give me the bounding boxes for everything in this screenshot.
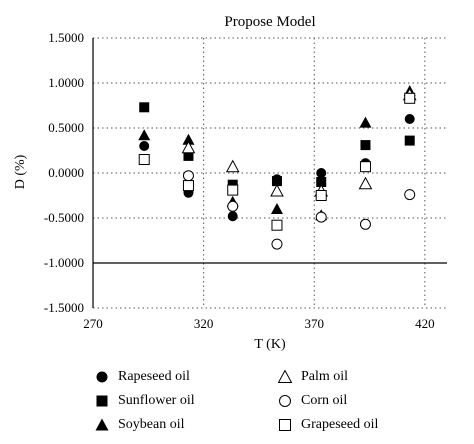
x-tick-label: 420 bbox=[415, 316, 435, 331]
legend-symbol bbox=[95, 418, 109, 431]
x-tick-label: 320 bbox=[194, 316, 214, 331]
palm-oil-point bbox=[181, 140, 196, 154]
legend-item-rapeseed-oil: Rapeseed oil bbox=[95, 366, 190, 388]
legend-label: Soybean oil bbox=[118, 417, 185, 432]
y-tick-label: -1.5000 bbox=[44, 300, 84, 315]
legend-symbol bbox=[279, 419, 291, 431]
y-tick-label: -0.5000 bbox=[44, 210, 84, 225]
legend-label: Grapeseed oil bbox=[301, 417, 379, 432]
soybean-oil-point bbox=[359, 116, 372, 128]
data-points bbox=[138, 85, 417, 250]
scatter-chart: Propose Model 270 320 370 420 1.5000 1.0000 0.… bbox=[13, 14, 447, 352]
legend-marker-grapeseed-oil bbox=[279, 419, 291, 431]
x-tick-label: 270 bbox=[83, 316, 103, 331]
grapeseed-oil-point bbox=[404, 92, 416, 104]
corn-oil-point bbox=[315, 211, 327, 223]
legend-label: Corn oil bbox=[301, 393, 348, 408]
rapeseed-oil-point bbox=[316, 168, 327, 178]
y-axis-label: D (%) bbox=[13, 154, 28, 189]
legend-label: Rapeseed oil bbox=[118, 369, 190, 384]
sunflower-oil-point bbox=[271, 176, 282, 187]
palm-oil-point bbox=[225, 159, 240, 173]
sunflower-oil-point bbox=[316, 177, 327, 187]
corn-oil-point bbox=[404, 189, 416, 201]
grapeseed-oil-point bbox=[227, 184, 239, 196]
y-tick-label: 1.5000 bbox=[48, 30, 84, 45]
chart-title: Propose Model bbox=[224, 14, 315, 30]
grapeseed-oil-point bbox=[271, 219, 283, 231]
legend: Rapeseed oil Sunflower oil Soybean oil Palm… bbox=[0, 360, 474, 444]
grapeseed-oil-point bbox=[315, 190, 327, 201]
rapeseed-oil-point bbox=[404, 114, 415, 124]
axes bbox=[92, 38, 447, 308]
gridlines bbox=[92, 37, 447, 309]
sunflower-oil-point bbox=[183, 150, 194, 161]
legend-label: Palm oil bbox=[301, 369, 349, 384]
legend-symbol bbox=[278, 370, 292, 383]
legend-item-sunflower-oil: Sunflower oil bbox=[95, 390, 195, 412]
legend-symbol bbox=[96, 371, 108, 383]
legend-item-corn-oil: Corn oil bbox=[278, 390, 347, 412]
legend-symbol bbox=[279, 395, 291, 407]
sunflower-oil-point bbox=[139, 102, 150, 113]
legend-marker-sunflower-oil bbox=[96, 395, 108, 407]
y-tick-label: -1.0000 bbox=[44, 255, 84, 270]
y-tick-label: 0.0000 bbox=[48, 165, 84, 180]
legend-symbol bbox=[96, 395, 108, 407]
legend-marker-soybean-oil bbox=[95, 418, 109, 431]
sunflower-oil-point bbox=[404, 135, 415, 146]
grapeseed-oil-point bbox=[138, 154, 150, 165]
grapeseed-oil-point bbox=[182, 180, 194, 192]
legend-item-grapeseed-oil: Grapeseed oil bbox=[278, 414, 378, 436]
legend-marker-corn-oil bbox=[279, 395, 291, 407]
legend-marker-rapeseed-oil bbox=[96, 371, 108, 383]
corn-oil-point bbox=[182, 170, 194, 182]
grapeseed-oil-point bbox=[359, 161, 371, 173]
x-axis-label: T (K) bbox=[254, 337, 286, 352]
palm-oil-point bbox=[358, 176, 373, 190]
y-tick-label: 1.0000 bbox=[48, 75, 84, 90]
soybean-oil-point bbox=[182, 133, 195, 145]
corn-oil-point bbox=[359, 218, 371, 230]
y-tick-label: 0.5000 bbox=[48, 120, 84, 135]
soybean-oil-point bbox=[270, 203, 283, 214]
rapeseed-oil-point bbox=[227, 211, 238, 222]
corn-oil-point bbox=[227, 200, 239, 212]
legend-item-soybean-oil: Soybean oil bbox=[95, 414, 185, 436]
corn-oil-point bbox=[271, 238, 283, 250]
rapeseed-oil-point bbox=[139, 141, 150, 151]
tick-labels: 270 320 370 420 1.5000 1.0000 0.5000 0.0000 -0.5… bbox=[44, 30, 435, 331]
palm-oil-point bbox=[270, 183, 284, 197]
x-tick-label: 370 bbox=[305, 316, 325, 331]
legend-marker-palm-oil bbox=[278, 370, 292, 383]
sunflower-oil-point bbox=[360, 140, 371, 151]
legend-item-palm-oil: Palm oil bbox=[278, 366, 348, 388]
soybean-oil-point bbox=[138, 129, 151, 141]
legend-label: Sunflower oil bbox=[118, 393, 195, 408]
